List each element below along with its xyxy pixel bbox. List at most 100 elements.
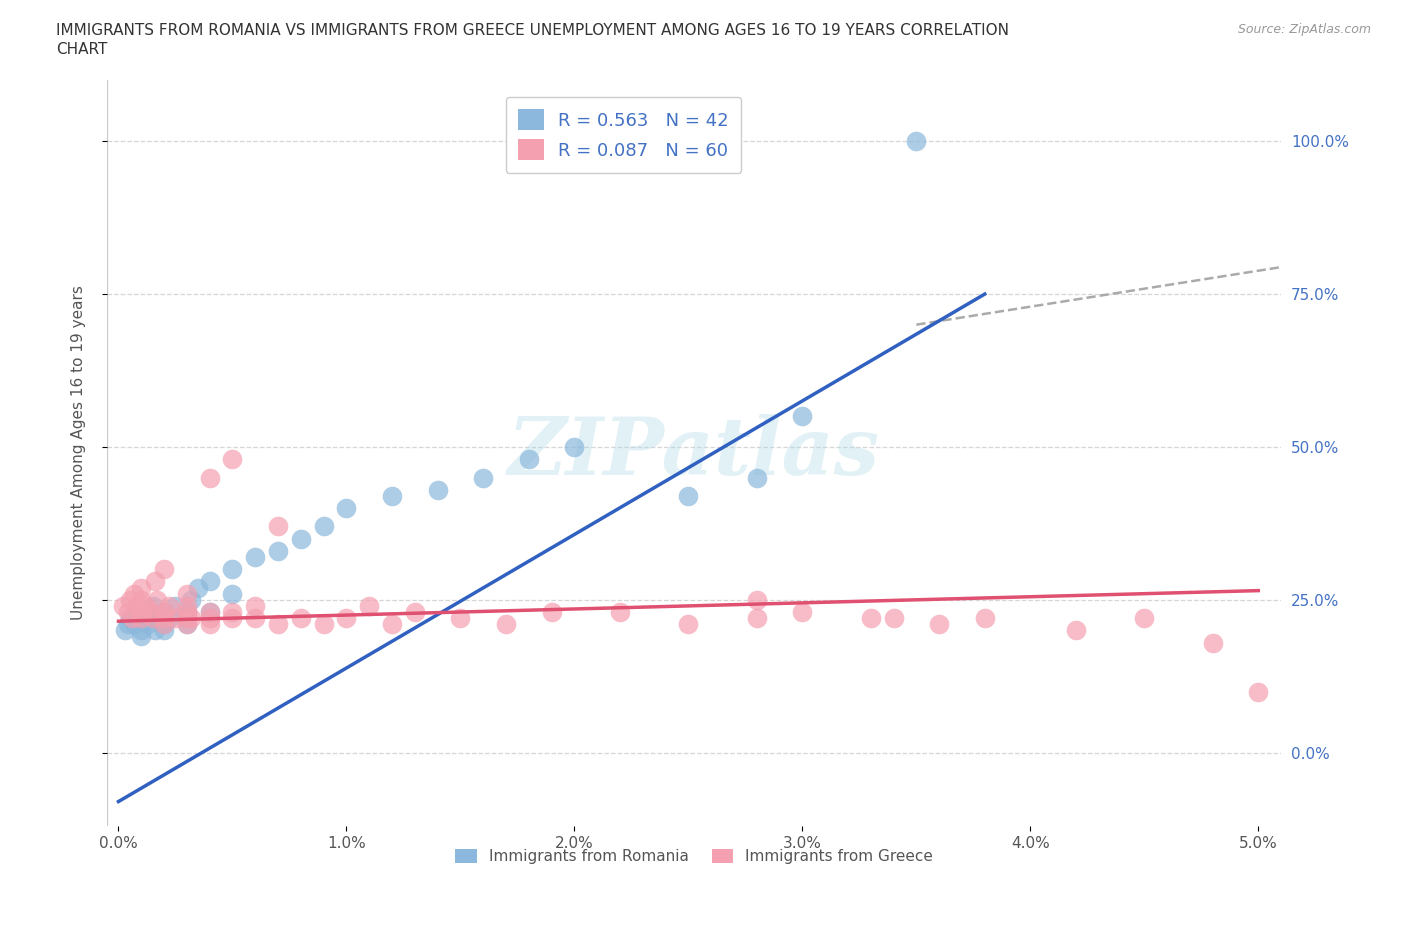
Point [124, 617, 146, 631]
Text: ZIPatlas: ZIPatlas [508, 414, 880, 492]
Legend: Immigrants from Romania, Immigrants from Greece: Immigrants from Romania, Immigrants from… [449, 844, 939, 870]
Point [143, 623, 166, 638]
Point [792, 604, 814, 619]
Point [267, 617, 290, 631]
Point [129, 629, 152, 644]
Point [157, 611, 180, 626]
Point [139, 604, 162, 619]
Point [312, 617, 335, 631]
Point [540, 604, 562, 619]
Point [142, 599, 165, 614]
Point [312, 519, 335, 534]
Point [165, 611, 187, 626]
Point [472, 470, 495, 485]
Point [180, 592, 202, 607]
Point [112, 599, 135, 614]
Point [792, 409, 814, 424]
Point [198, 470, 221, 485]
Point [1202, 635, 1225, 650]
Point [129, 611, 152, 626]
Point [125, 599, 148, 614]
Point [359, 599, 381, 614]
Point [176, 617, 198, 631]
Point [146, 611, 169, 626]
Point [146, 592, 169, 607]
Point [136, 617, 159, 631]
Point [198, 617, 221, 631]
Point [745, 592, 768, 607]
Point [609, 604, 631, 619]
Point [267, 543, 290, 558]
Point [381, 488, 404, 503]
Point [267, 519, 290, 534]
Point [1247, 684, 1270, 699]
Point [495, 617, 517, 631]
Point [153, 611, 176, 626]
Point [129, 604, 152, 619]
Point [381, 617, 404, 631]
Point [745, 470, 768, 485]
Point [404, 604, 426, 619]
Point [114, 623, 136, 638]
Point [883, 611, 905, 626]
Point [129, 611, 152, 626]
Point [129, 623, 152, 638]
Text: Source: ZipAtlas.com: Source: ZipAtlas.com [1237, 23, 1371, 36]
Point [176, 617, 198, 631]
Point [187, 580, 209, 595]
Point [221, 562, 243, 577]
Point [176, 586, 198, 601]
Point [335, 611, 357, 626]
Point [176, 604, 198, 619]
Point [180, 611, 202, 626]
Point [143, 574, 166, 589]
Point [245, 611, 267, 626]
Point [973, 611, 995, 626]
Point [176, 599, 198, 614]
Point [117, 617, 139, 631]
Point [198, 611, 221, 626]
Point [129, 592, 152, 607]
Point [290, 611, 312, 626]
Point [678, 488, 700, 503]
Point [176, 611, 198, 626]
Point [221, 586, 243, 601]
Point [125, 604, 148, 619]
Point [153, 617, 176, 631]
Point [221, 611, 243, 626]
Point [928, 617, 950, 631]
Point [1064, 623, 1087, 638]
Point [118, 611, 141, 626]
Point [129, 580, 152, 595]
Point [142, 611, 165, 626]
Point [153, 562, 176, 577]
Y-axis label: Unemployment Among Ages 16 to 19 years: Unemployment Among Ages 16 to 19 years [72, 286, 86, 620]
Point [135, 599, 157, 614]
Point [245, 599, 267, 614]
Point [118, 592, 141, 607]
Point [153, 617, 176, 631]
Point [221, 452, 243, 467]
Point [678, 617, 700, 631]
Text: CHART: CHART [56, 42, 108, 57]
Point [290, 531, 312, 546]
Point [198, 604, 221, 619]
Point [117, 604, 139, 619]
Point [121, 611, 143, 626]
Point [124, 586, 146, 601]
Point [198, 604, 221, 619]
Point [176, 611, 198, 626]
Point [449, 611, 471, 626]
Point [221, 604, 243, 619]
Point [153, 604, 176, 619]
Point [198, 574, 221, 589]
Point [153, 604, 176, 619]
Point [142, 611, 165, 626]
Point [153, 623, 176, 638]
Point [905, 134, 928, 149]
Point [859, 611, 882, 626]
Point [176, 604, 198, 619]
Point [517, 452, 540, 467]
Point [745, 611, 768, 626]
Point [426, 483, 449, 498]
